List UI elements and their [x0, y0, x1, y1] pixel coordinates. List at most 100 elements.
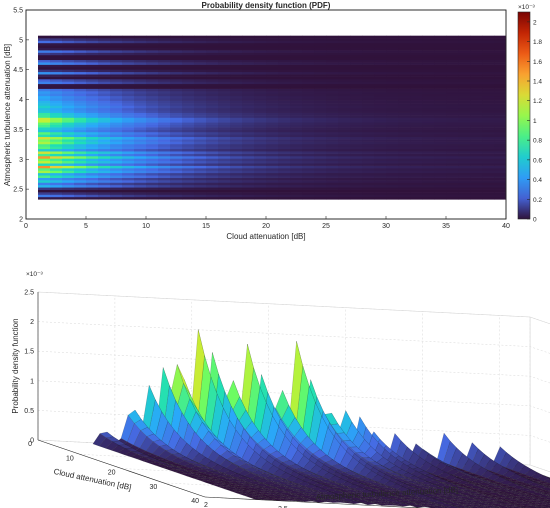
heatmap-cell — [290, 131, 303, 135]
heatmap-cell — [302, 143, 315, 147]
heatmap-cell — [182, 180, 195, 183]
heatmap-cell — [350, 71, 363, 75]
heatmap-cell — [254, 88, 267, 92]
heatmap-cell — [242, 83, 255, 87]
heatmap-cell — [422, 59, 435, 63]
heatmap-cell — [86, 196, 99, 200]
heatmap-cell — [218, 95, 231, 99]
heatmap-cell — [110, 141, 123, 145]
heatmap-cell — [74, 192, 87, 195]
heatmap-cells — [38, 35, 507, 200]
heatmap-cell — [314, 40, 327, 44]
heatmap-cell — [122, 194, 135, 198]
heatmap-cell — [62, 62, 75, 65]
heatmap-cell — [98, 151, 111, 154]
heatmap-cell — [86, 54, 99, 58]
heatmap-title: Probability density function (PDF) — [202, 1, 331, 10]
heatmap-cell — [266, 42, 279, 46]
heatmap-cell — [458, 129, 471, 133]
heatmap-cell — [350, 115, 363, 118]
heatmap-cell — [158, 189, 171, 193]
heatmap-cell — [74, 146, 87, 150]
heatmap-cell — [482, 141, 495, 145]
heatmap-cell — [206, 189, 219, 193]
heatmap-cell — [98, 172, 111, 176]
heatmap-cell — [74, 103, 87, 106]
heatmap-cell — [494, 54, 507, 58]
heatmap-cell — [374, 136, 387, 140]
surface-x-tick-label: 40 — [191, 498, 199, 505]
heatmap-cell — [278, 71, 291, 75]
heatmap-cell — [398, 153, 411, 157]
heatmap-cell — [230, 52, 243, 56]
heatmap-cell — [218, 66, 231, 70]
heatmap-cell — [338, 64, 351, 68]
heatmap-cell — [326, 170, 339, 174]
heatmap-cell — [122, 172, 135, 176]
heatmap-cell — [218, 38, 231, 41]
heatmap-cell — [410, 143, 423, 147]
heatmap-cell — [242, 160, 255, 164]
heatmap-cell — [446, 122, 459, 126]
heatmap-cell — [362, 196, 375, 200]
heatmap-cell — [326, 158, 339, 162]
heatmap-cell — [194, 182, 207, 186]
heatmap-cell — [494, 122, 507, 126]
surface-z-tick-label: 1 — [30, 378, 34, 385]
heatmap-cell — [302, 177, 315, 181]
heatmap-cell — [434, 50, 447, 53]
heatmap-cell — [422, 141, 435, 145]
heatmap-cell — [158, 107, 171, 111]
heatmap-cell — [86, 66, 99, 70]
heatmap-cell — [50, 110, 63, 113]
heatmap-cell — [302, 112, 315, 116]
heatmap-cell — [398, 81, 411, 85]
heatmap-cell — [134, 182, 147, 186]
heatmap-cell — [386, 105, 399, 109]
heatmap-cell — [362, 141, 375, 145]
heatmap-cell — [254, 172, 267, 176]
heatmap-cell — [62, 170, 75, 174]
heatmap-cell — [386, 66, 399, 70]
heatmap-cell — [170, 69, 183, 73]
heatmap-cell — [386, 117, 399, 121]
heatmap-cell — [350, 52, 363, 56]
heatmap-cell — [98, 143, 111, 147]
heatmap-cell — [362, 124, 375, 128]
heatmap-cell — [398, 105, 411, 109]
heatmap-cell — [158, 182, 171, 186]
heatmap-cell — [50, 160, 63, 164]
heatmap-cell — [302, 165, 315, 169]
heatmap-cell — [134, 143, 147, 147]
heatmap-cell — [278, 129, 291, 133]
heatmap-cell — [62, 163, 75, 166]
heatmap-cell — [110, 83, 123, 87]
heatmap-cell — [278, 119, 291, 123]
heatmap-cell — [434, 93, 447, 97]
heatmap-cell — [362, 129, 375, 133]
heatmap-cell — [218, 163, 231, 166]
heatmap-cell — [362, 112, 375, 116]
heatmap-cell — [362, 172, 375, 176]
heatmap-cell — [98, 110, 111, 113]
heatmap-cell — [182, 98, 195, 101]
heatmap-cell — [218, 86, 231, 89]
heatmap-cell — [350, 91, 363, 94]
heatmap-cell — [134, 194, 147, 198]
heatmap-cell — [314, 165, 327, 169]
heatmap-cell — [398, 151, 411, 154]
heatmap-cell — [386, 192, 399, 195]
heatmap-cell — [326, 78, 339, 82]
heatmap-cell — [422, 107, 435, 111]
heatmap-cell — [374, 194, 387, 198]
heatmap-cell — [338, 187, 351, 190]
heatmap-cell — [146, 127, 159, 130]
heatmap-cell — [266, 129, 279, 133]
heatmap-cell — [290, 81, 303, 85]
heatmap-cell — [158, 103, 171, 106]
heatmap-cell — [254, 148, 267, 152]
heatmap-cell — [326, 134, 339, 138]
heatmap-cell — [254, 50, 267, 53]
heatmap-cell — [134, 64, 147, 68]
heatmap-cell — [218, 115, 231, 118]
